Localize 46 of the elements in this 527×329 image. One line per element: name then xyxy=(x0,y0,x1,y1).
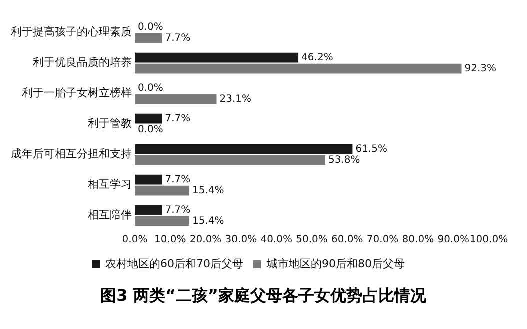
bar xyxy=(135,174,162,185)
x-tick-label: 100.0% xyxy=(470,234,508,246)
y-tick-label: 相互学习 xyxy=(88,178,132,192)
x-tick-label: 0.0% xyxy=(122,234,148,246)
bar xyxy=(135,216,190,226)
data-label: 7.7% xyxy=(165,174,191,186)
x-tick-label: 70.0% xyxy=(366,234,399,246)
x-tick-label: 20.0% xyxy=(190,234,222,246)
legend-label: 农村地区的60后和70后父母 xyxy=(106,257,244,270)
y-tick-label: 利于优良品质的培养 xyxy=(33,56,132,70)
data-label: 23.1% xyxy=(220,94,252,105)
data-label: 0.0% xyxy=(138,82,164,94)
data-label: 92.3% xyxy=(464,63,497,74)
data-label: 7.7% xyxy=(165,204,191,216)
bar xyxy=(135,155,326,166)
data-label: 46.2% xyxy=(302,52,334,64)
bar xyxy=(135,94,217,104)
bar xyxy=(135,114,162,124)
data-label: 7.7% xyxy=(165,32,191,44)
data-label: 15.4% xyxy=(192,185,224,196)
bar xyxy=(135,144,353,154)
data-label: 15.4% xyxy=(192,216,224,227)
x-tick-label: 10.0% xyxy=(154,234,186,246)
bar xyxy=(135,33,162,44)
text: 图3 两类“二孩”家庭父母各子女优势占比情况 xyxy=(100,286,428,307)
data-label: 0.0% xyxy=(138,22,164,33)
data-label: 7.7% xyxy=(165,113,191,124)
bar xyxy=(135,186,190,196)
bar xyxy=(135,52,299,63)
y-tick-label: 成年后可相互分担和支持 xyxy=(11,148,132,161)
data-label: 0.0% xyxy=(138,124,164,136)
x-tick-label: 50.0% xyxy=(296,234,328,246)
data-label: 53.8% xyxy=(328,154,360,166)
y-tick-label: 利于一胎子女树立榜样 xyxy=(22,86,132,100)
y-tick-label: 相互陪伴 xyxy=(88,208,132,222)
x-tick-label: 40.0% xyxy=(260,234,292,246)
x-tick-label: 80.0% xyxy=(402,234,434,246)
x-tick-label: 60.0% xyxy=(332,234,364,246)
bar xyxy=(135,205,162,216)
x-tick-label: 30.0% xyxy=(225,234,258,246)
legend-label: 城市地区的90后和80后父母 xyxy=(266,257,405,270)
x-tick-label: 90.0% xyxy=(438,234,470,246)
y-tick-label: 利于管教 xyxy=(88,117,132,130)
bar xyxy=(135,64,462,74)
data-label: 61.5% xyxy=(356,144,388,155)
y-tick-label: 利于提高孩子的心理素质 xyxy=(11,26,132,39)
